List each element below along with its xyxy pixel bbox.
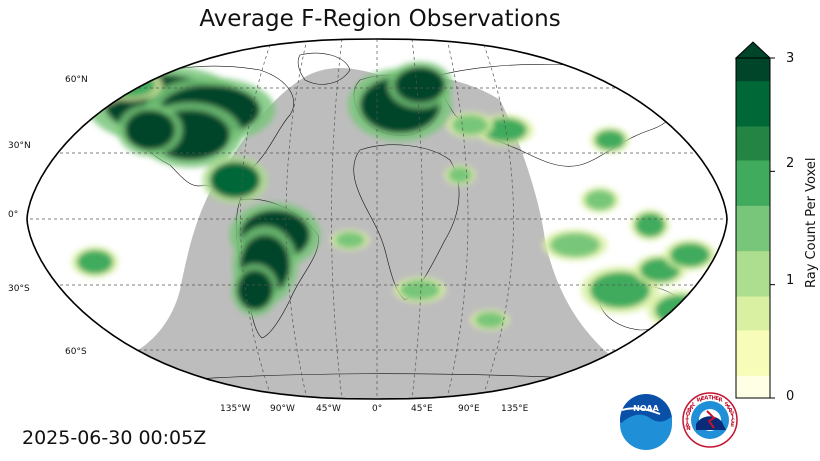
colorbar-swatch (736, 239, 770, 252)
observation-region (395, 67, 445, 103)
observation-region (125, 110, 175, 150)
night-shade-region (100, 68, 720, 399)
longitude-line (331, 39, 343, 399)
colorbar (734, 41, 775, 399)
observation-region (77, 250, 113, 274)
colorbar-swatch (736, 250, 770, 263)
observation-region (585, 190, 615, 210)
noaa-logo: NOAA (620, 394, 672, 450)
observation-region (452, 115, 488, 135)
colorbar-swatch (736, 216, 770, 229)
longitude-line (285, 39, 308, 399)
colorbar-tick-3: 3 (786, 51, 795, 66)
colorbar-tick-0: 0 (786, 389, 795, 404)
observation-region (635, 213, 665, 237)
longitude-line (240, 39, 273, 399)
lat-label-60s: 60°S (65, 347, 87, 357)
colorbar-tick-2: 2 (786, 156, 795, 171)
timestamp: 2025-06-30 00:05Z (22, 427, 207, 449)
observation-region (475, 312, 505, 328)
nws-logo: NATIONAL WEATHER SE R V I C E (682, 392, 738, 448)
observation-region (105, 73, 155, 97)
colorbar-swatch (736, 262, 770, 274)
lon-label-135w: 135°W (220, 404, 251, 414)
observation-region (655, 295, 705, 325)
observation-region (483, 118, 527, 142)
observation-region (670, 243, 710, 267)
observation-region (85, 87, 115, 103)
svg-text:NOAA: NOAA (633, 404, 659, 413)
colorbar-swatch (736, 92, 770, 104)
colorbar-swatch (736, 375, 770, 388)
globe-outline (26, 38, 728, 400)
observation-region (210, 162, 260, 198)
lat-label-0: 0° (8, 210, 19, 220)
colorbar-label: Ray Count Per Voxel (804, 157, 819, 288)
colorbar-tick-1: 1 (786, 273, 795, 288)
lat-label-30s: 30°S (8, 284, 30, 294)
colorbar-swatch (736, 80, 770, 93)
colorbar-extend-arrow (734, 41, 772, 59)
observation-region (595, 130, 625, 150)
colorbar-swatch (736, 160, 770, 172)
colorbar-swatch (736, 114, 770, 127)
colorbar-swatch (736, 341, 770, 354)
longitude-line (481, 39, 514, 399)
colorbar-swatch (736, 205, 770, 218)
colorbar-swatch (736, 284, 770, 297)
lon-label-90e: 90°E (458, 404, 480, 414)
colorbar-swatch (736, 126, 770, 138)
greenland-outline (297, 52, 351, 85)
longitude-line (446, 39, 469, 399)
lat-label-60n: 60°N (65, 75, 88, 85)
observation-region (550, 233, 600, 257)
colorbar-swatch (736, 103, 770, 116)
colorbar-swatch (736, 386, 770, 399)
colorbar-swatch (736, 296, 770, 308)
colorbar-swatch (736, 58, 770, 70)
observation-region (237, 270, 273, 310)
lon-label-0: 0° (372, 404, 383, 414)
colorbar-swatch (736, 194, 770, 206)
observation-region (448, 167, 472, 183)
colorbar-swatch (736, 171, 770, 184)
colorbar-swatch (736, 182, 770, 195)
colorbar-swatch (736, 318, 770, 331)
lat-label-30n: 30°N (8, 141, 31, 151)
colorbar-swatch (736, 137, 770, 150)
colorbar-swatch (736, 364, 770, 376)
colorbar-swatch (736, 330, 770, 342)
longitude-line (411, 39, 423, 399)
colorbar-frame (735, 57, 771, 399)
lon-label-45w: 45°W (316, 404, 341, 414)
map-title: Average F-Region Observations (199, 6, 561, 32)
colorbar-swatch (736, 273, 770, 286)
observation-region (590, 272, 650, 308)
lon-label-135e: 135°E (501, 404, 529, 414)
observation-region (335, 232, 365, 248)
lon-label-45e: 45°E (411, 404, 433, 414)
colorbar-swatch (736, 148, 770, 161)
colorbar-swatch (736, 307, 770, 320)
colorbar-swatch (736, 69, 770, 82)
colorbar-swatch (736, 228, 770, 240)
observation-region (400, 280, 440, 300)
lon-label-90w: 90°W (270, 404, 295, 414)
colorbar-swatch (736, 352, 770, 365)
